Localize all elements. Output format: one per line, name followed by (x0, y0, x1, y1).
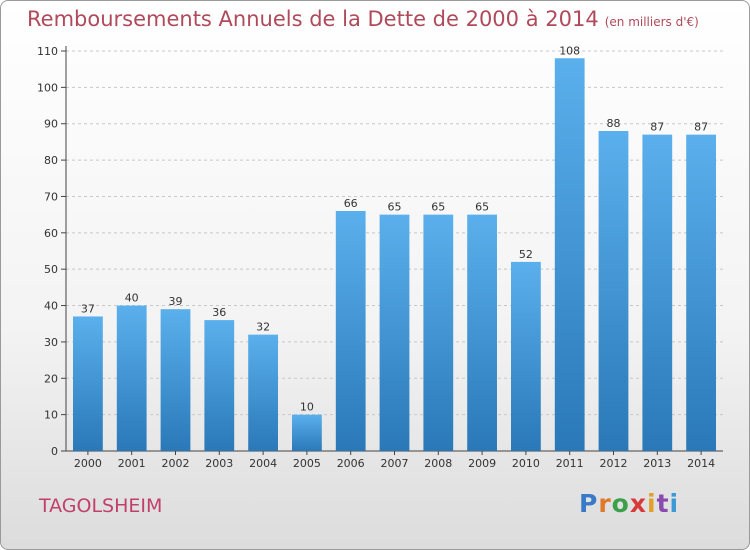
x-tick-label: 2004 (249, 457, 277, 470)
data-label: 37 (81, 302, 95, 315)
bar-2008 (423, 214, 454, 451)
y-tick-label: 40 (44, 300, 58, 313)
y-tick-label: 50 (44, 263, 58, 276)
data-label: 88 (607, 117, 621, 130)
bar-2011 (554, 58, 585, 451)
x-tick-label: 2003 (205, 457, 233, 470)
bar-2003 (204, 320, 235, 451)
x-tick-label: 2002 (162, 457, 190, 470)
data-label: 39 (169, 295, 183, 308)
x-tick-label: 2010 (512, 457, 540, 470)
bar-2012 (598, 131, 629, 451)
bar-2010 (511, 261, 541, 451)
data-label: 87 (694, 121, 708, 134)
y-tick-label: 20 (44, 372, 58, 385)
bar-2005 (292, 414, 322, 451)
logo-letter: P (579, 489, 599, 518)
x-tick-label: 2001 (118, 457, 146, 470)
x-tick-label: 2006 (337, 457, 365, 470)
y-tick-label: 110 (37, 45, 58, 58)
data-label: 40 (125, 292, 139, 305)
logo-letter: t (656, 489, 670, 518)
x-tick-label: 2014 (687, 457, 715, 470)
x-tick-label: 2012 (600, 457, 628, 470)
data-label: 10 (300, 401, 314, 414)
data-label: 65 (431, 201, 445, 214)
bar-2001 (116, 305, 147, 451)
data-label: 52 (519, 248, 533, 261)
data-label: 65 (475, 201, 489, 214)
y-tick-label: 30 (44, 336, 58, 349)
y-tick-label: 0 (51, 445, 58, 458)
chart-title-text: Remboursements Annuels de la Dette de 20… (27, 7, 599, 31)
x-tick-label: 2008 (424, 457, 452, 470)
y-tick-label: 60 (44, 227, 58, 240)
bar-2006 (335, 211, 366, 451)
chart-unit: (en milliers d'€) (604, 15, 699, 29)
y-tick-label: 70 (44, 190, 58, 203)
data-label: 36 (212, 306, 226, 319)
x-tick-label: 2000 (74, 457, 102, 470)
data-label: 108 (559, 44, 580, 57)
bar-2002 (160, 309, 191, 451)
x-tick-label: 2009 (468, 457, 496, 470)
x-tick-label: 2011 (556, 457, 584, 470)
data-label: 32 (256, 321, 270, 334)
logo-letter: o (611, 489, 630, 518)
bar-2007 (379, 214, 410, 451)
bar-2014 (686, 134, 716, 452)
data-label: 87 (650, 121, 664, 134)
bar-2013 (642, 134, 673, 452)
logo-letter: r (598, 489, 612, 518)
bar-2004 (248, 334, 278, 451)
commune-name: TAGOLSHEIM (39, 495, 163, 517)
y-tick-label: 80 (44, 154, 58, 167)
logo-letter: i (647, 489, 657, 518)
y-tick-label: 90 (44, 118, 58, 131)
logo-letter: i (669, 489, 680, 518)
bar-2009 (467, 214, 497, 451)
chart-title: Remboursements Annuels de la Dette de 20… (27, 7, 699, 31)
bar-2000 (73, 316, 103, 451)
data-label: 66 (344, 197, 358, 210)
y-tick-label: 10 (44, 409, 58, 422)
data-label: 65 (388, 201, 402, 214)
logo-letter: x (629, 489, 647, 518)
x-tick-label: 2005 (293, 457, 321, 470)
x-tick-label: 2013 (643, 457, 671, 470)
x-tick-label: 2007 (381, 457, 409, 470)
proxiti-logo: Proxiti (579, 489, 679, 518)
y-tick-label: 100 (37, 81, 58, 94)
